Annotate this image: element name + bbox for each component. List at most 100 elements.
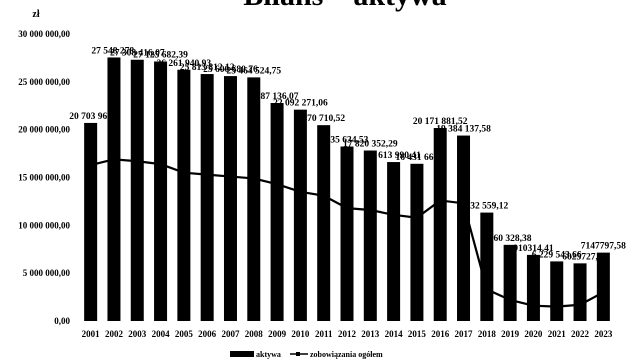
- x-tick-label: 2015: [408, 329, 427, 339]
- x-tick-label: 2018: [478, 329, 497, 339]
- bar: [317, 125, 331, 321]
- bar: [526, 254, 540, 321]
- line-point: [368, 208, 373, 213]
- bar: [223, 76, 237, 321]
- line-point: [321, 193, 326, 198]
- bar-value-label: 26 261 940,93: [157, 59, 212, 69]
- x-axis-ticks: 2001 2002 2003 2004 2005 2006 2007 2008 2009 2010…: [82, 329, 613, 339]
- bar: [480, 212, 494, 321]
- bar: [596, 252, 610, 321]
- bar: [177, 69, 191, 321]
- line-point: [111, 157, 116, 162]
- x-tick-label: 2011: [315, 329, 333, 339]
- bar-value-label: 787 136,07: [256, 92, 299, 102]
- bar: [154, 61, 168, 321]
- bar-value-label: 6 229 543,66: [532, 250, 582, 260]
- line-point: [298, 189, 303, 194]
- bar-value-label: 25 600 680,76: [203, 65, 258, 75]
- y-tick-label: 10 000 000,00: [18, 220, 70, 230]
- bar-value-label: 25 464 524,75: [226, 66, 281, 76]
- bar-value-label: 19 384 137,58: [436, 125, 491, 135]
- x-tick-label: 2019: [501, 329, 520, 339]
- line-point: [601, 290, 606, 295]
- line-point: [508, 297, 513, 302]
- x-tick-label: 2017: [455, 329, 474, 339]
- line-point: [251, 176, 256, 181]
- y-axis-ticks: 0,00 5 000 000,00 10 000 000,00 15 000 000,…: [18, 29, 70, 326]
- x-tick-label: 2002: [105, 329, 124, 339]
- bar-value-label: 27 125 682,39: [133, 50, 188, 60]
- bar-value-label: 6025727,: [562, 252, 598, 262]
- x-tick-label: 2023: [594, 329, 613, 339]
- bar-value-label: 960 328,38: [489, 234, 532, 244]
- line-point: [228, 174, 233, 179]
- bar-value-label: 332 559,12: [465, 202, 508, 212]
- legend-swatch-bars: [230, 351, 254, 357]
- line-point: [88, 163, 93, 168]
- bar-series: [84, 57, 610, 322]
- bar-value-label: 235 634,53: [326, 136, 369, 146]
- x-tick-label: 2006: [198, 329, 217, 339]
- line-point: [135, 159, 140, 164]
- x-tick-label: 2007: [221, 329, 240, 339]
- bar: [293, 109, 307, 321]
- bar: [84, 122, 98, 321]
- line-point: [461, 201, 466, 206]
- bar: [550, 261, 564, 321]
- x-tick-label: 2020: [524, 329, 543, 339]
- bar: [503, 244, 517, 321]
- bar: [457, 135, 471, 321]
- bar-value-label: 27 548 278,: [91, 46, 137, 56]
- bar: [270, 103, 284, 321]
- legend-swatch-marker: [296, 352, 300, 356]
- bar: [363, 150, 377, 321]
- bar-value-label: 16 613 990,41: [366, 151, 421, 161]
- x-tick-label: 2008: [245, 329, 264, 339]
- bar-value-label: 27 308 416,07: [110, 49, 165, 59]
- bar: [340, 146, 354, 321]
- bar: [433, 128, 447, 321]
- line-point: [391, 212, 396, 217]
- legend-label-line: zobowiązania ogółem: [310, 350, 383, 359]
- bar-value-label: 16 431 667: [396, 153, 439, 163]
- bar-value-label: 910314,41: [513, 244, 554, 254]
- line-point: [345, 206, 349, 211]
- y-axis-unit: zł: [32, 9, 39, 20]
- bar-value-label: 20 703 965: [69, 112, 112, 122]
- bar: [410, 163, 424, 321]
- line-point: [578, 302, 583, 307]
- bar-value-label: 25 813 812,12: [180, 63, 235, 73]
- x-tick-label: 2014: [385, 329, 404, 339]
- line-point: [181, 170, 186, 175]
- chart-title: Bilans – aktywa: [243, 0, 446, 12]
- bar: [130, 59, 144, 322]
- line-series: [88, 157, 606, 309]
- line-point: [414, 215, 419, 220]
- bar-value-label: 20 171 881,52: [413, 117, 468, 127]
- x-tick-label: 2003: [128, 329, 147, 339]
- x-tick-label: 2010: [291, 329, 310, 339]
- y-tick-label: 30 000 000,00: [18, 29, 70, 39]
- x-tick-label: 2001: [82, 329, 101, 339]
- y-tick-label: 20 000 000,00: [18, 125, 70, 135]
- bar: [573, 263, 587, 321]
- x-tick-label: 2022: [571, 329, 590, 339]
- line-point: [531, 303, 536, 308]
- bar: [200, 74, 214, 321]
- y-tick-label: 0,00: [54, 316, 70, 326]
- bar: [107, 57, 121, 322]
- y-tick-label: 15 000 000,00: [18, 173, 70, 183]
- x-tick-label: 2005: [175, 329, 194, 339]
- line-point: [205, 172, 210, 177]
- bar: [387, 162, 401, 321]
- bar: [247, 77, 261, 322]
- x-tick-label: 2013: [361, 329, 380, 339]
- x-tick-label: 2012: [338, 329, 357, 339]
- x-tick-label: 2016: [431, 329, 450, 339]
- bar-value-label: 470 710,52: [302, 114, 345, 124]
- bar-value-label: 22 092 271,06: [273, 99, 328, 109]
- x-tick-label: 2009: [268, 329, 287, 339]
